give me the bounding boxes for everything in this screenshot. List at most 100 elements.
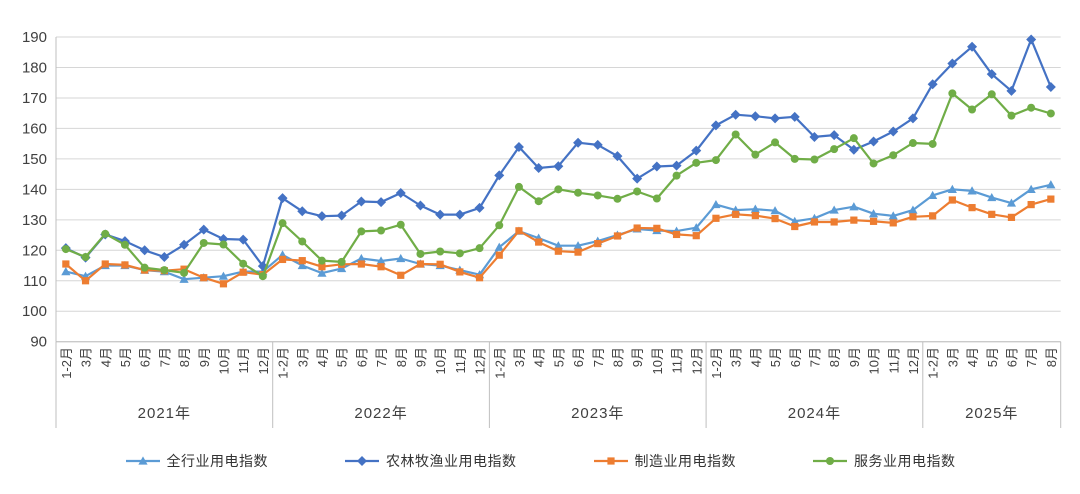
data-point-square (771, 215, 779, 223)
data-point-triangle (553, 241, 563, 250)
data-point-circle (337, 257, 346, 266)
data-point-triangle (376, 256, 386, 265)
data-point-triangle (711, 199, 721, 209)
data-point-diamond (1006, 85, 1017, 96)
data-point-circle (869, 159, 878, 168)
data-point-circle (771, 138, 780, 147)
x-axis-month-label: 5月 (551, 347, 566, 367)
legend-item: 全行业用电指数 (125, 451, 269, 471)
legend-label: 全行业用电指数 (166, 453, 268, 469)
x-axis-month-label: 10月 (433, 347, 448, 374)
data-point-square (436, 260, 444, 268)
data-point-square (732, 210, 740, 218)
data-point-square (929, 212, 937, 220)
x-axis-month-label: 1-2月 (276, 347, 291, 379)
data-point-triangle (770, 206, 780, 215)
data-point-diamond (159, 251, 170, 262)
data-point-triangle (750, 204, 760, 213)
data-point-diamond (809, 131, 820, 142)
x-axis-month-label: 9月 (197, 347, 212, 367)
data-point-triangle (868, 209, 879, 218)
data-point-square (692, 232, 700, 240)
data-point-diamond (357, 456, 367, 466)
y-axis-tick-label: 180 (22, 59, 47, 76)
data-point-square (121, 261, 129, 269)
data-point-diamond (297, 206, 308, 217)
data-point-diamond (454, 209, 465, 220)
data-point-diamond (592, 139, 603, 150)
x-axis-year-label: 2021年 (138, 405, 191, 422)
legend-item: 农林牧渔业用电指数 (344, 451, 517, 471)
data-point-triangle (179, 274, 189, 283)
data-point-square (791, 222, 799, 231)
data-point-circle (1007, 111, 1016, 120)
data-point-diamond (238, 234, 249, 245)
data-point-circle (830, 145, 839, 154)
data-point-square (606, 457, 615, 465)
data-point-square (475, 274, 484, 282)
data-point-triangle (947, 184, 957, 193)
data-point-circle (593, 191, 602, 200)
data-point-circle (101, 229, 110, 238)
legend-label: 服务业用电指数 (854, 453, 956, 469)
data-point-circle (495, 221, 504, 230)
y-axis-tick-label: 190 (22, 29, 47, 46)
data-point-diamond (1045, 81, 1056, 92)
x-axis-month-label: 10月 (216, 347, 231, 374)
x-axis-month-label: 4月 (315, 347, 330, 367)
x-axis-month-label: 5月 (118, 347, 133, 367)
x-axis-month-label: 9月 (413, 347, 428, 367)
x-axis-month-label: 7月 (157, 347, 172, 367)
chart-legend: 全行业用电指数 农林牧渔业用电指数 制造业用电指数 服务业用电指数 (0, 451, 1080, 471)
data-point-square (416, 260, 425, 268)
data-point-square (535, 238, 543, 246)
data-point-circle (968, 105, 977, 114)
x-axis-month-label: 8月 (177, 347, 192, 367)
data-point-circle (928, 139, 937, 148)
x-axis-month-label: 10月 (650, 347, 665, 374)
data-point-circle (455, 249, 464, 258)
y-axis-tick-label: 90 (30, 334, 47, 351)
data-point-square (988, 210, 996, 218)
data-point-diamond (730, 109, 741, 120)
x-axis-month-label: 1-2月 (492, 347, 507, 379)
data-point-diamond (770, 113, 781, 124)
data-point-square (357, 260, 365, 268)
x-axis-year-label: 2025年 (965, 405, 1018, 422)
data-point-diamond (1026, 34, 1037, 45)
x-axis-month-label: 5月 (985, 347, 1000, 367)
x-axis-month-label: 7月 (807, 347, 822, 367)
data-point-circle (1027, 103, 1036, 112)
data-point-diamond (376, 197, 387, 208)
data-point-square (239, 268, 247, 276)
data-point-circle (731, 130, 740, 139)
data-point-square (574, 248, 582, 256)
x-axis-month-label: 3月 (79, 347, 94, 367)
data-point-square (1007, 213, 1016, 221)
data-point-diamond (139, 245, 150, 256)
x-axis-month-label: 3月 (945, 347, 960, 367)
data-point-triangle (137, 456, 148, 465)
data-point-square (633, 224, 641, 232)
data-point-triangle (317, 268, 327, 277)
series-服务业用电指数 (61, 89, 1055, 281)
x-axis-year-label: 2023年 (571, 405, 624, 422)
data-point-circle (377, 226, 386, 235)
data-point-circle (849, 134, 858, 143)
series-line (64, 38, 1052, 268)
data-point-triangle (61, 267, 71, 276)
x-axis-month-label: 3月 (729, 347, 744, 367)
legend-label: 农林牧渔业用电指数 (386, 453, 517, 469)
data-point-square (1027, 200, 1035, 209)
data-point-diamond (829, 130, 840, 141)
x-axis-month-label: 1-2月 (709, 347, 724, 379)
data-point-circle (554, 185, 563, 194)
data-point-square (81, 277, 90, 285)
data-point-square (850, 216, 858, 224)
y-axis-tick-label: 120 (22, 242, 47, 259)
x-axis-month-label: 1-2月 (926, 347, 941, 379)
data-point-diamond (986, 69, 997, 80)
data-point-circle (239, 259, 248, 268)
